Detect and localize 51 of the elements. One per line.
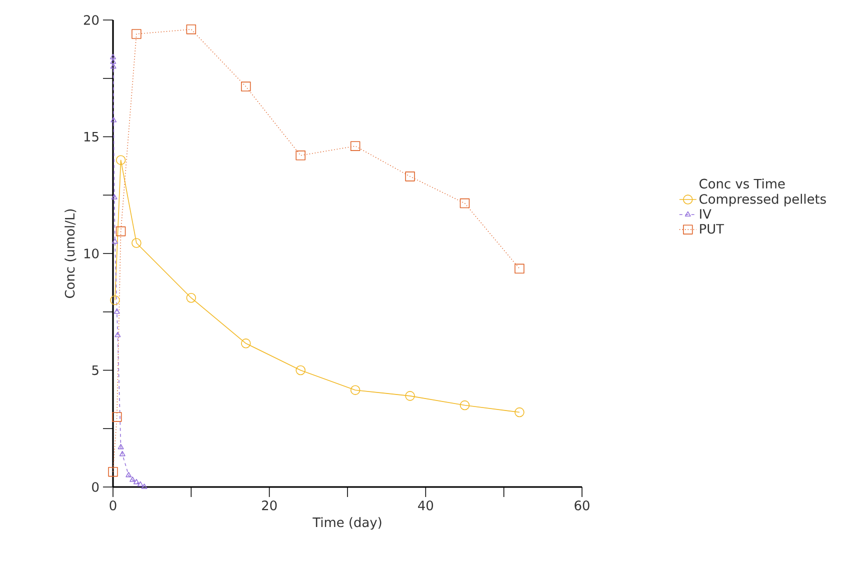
point	[186, 24, 196, 34]
point	[141, 484, 148, 489]
x-axis-title: Time (day)	[312, 517, 382, 530]
y-axis-title: Conc (umol/L)	[64, 209, 76, 298]
point	[514, 264, 524, 274]
x-tick-label: 40	[418, 500, 434, 510]
point	[405, 391, 415, 401]
point	[126, 472, 132, 478]
point	[296, 150, 306, 160]
point	[350, 141, 360, 151]
point	[112, 238, 118, 244]
y-tick-label: 0	[92, 482, 99, 492]
y-tick-label: 20	[84, 15, 99, 25]
point	[110, 63, 116, 69]
point	[405, 172, 415, 182]
point	[130, 476, 136, 482]
point	[132, 29, 142, 39]
point	[133, 478, 140, 484]
point	[116, 155, 126, 165]
x-tick-label: 60	[574, 500, 590, 510]
point	[119, 450, 126, 456]
y-tick-label: 5	[92, 365, 98, 376]
point	[110, 54, 116, 60]
x-tick-label: 20	[262, 500, 277, 510]
point	[114, 332, 121, 338]
point	[112, 412, 122, 422]
y-tick-label: 15	[84, 132, 98, 142]
point	[460, 198, 470, 208]
point	[110, 58, 116, 64]
point	[108, 466, 118, 477]
y-tick-label: 10	[84, 248, 99, 258]
point	[241, 82, 251, 92]
point	[114, 308, 120, 314]
point	[241, 338, 251, 348]
point	[296, 365, 306, 376]
legend-label: PUT	[700, 224, 724, 234]
point	[350, 385, 360, 395]
legend-label: IV	[700, 209, 712, 219]
point	[118, 444, 124, 450]
point	[460, 400, 470, 410]
legend-title: Conc vs Time	[700, 178, 785, 189]
point	[110, 117, 117, 122]
legend-label: Compressed pellets	[700, 194, 826, 206]
point	[132, 238, 142, 248]
point	[186, 292, 196, 303]
point	[110, 295, 120, 306]
point	[116, 226, 126, 236]
point	[514, 407, 524, 418]
point	[111, 194, 118, 200]
x-tick-label: 0	[110, 500, 116, 510]
point	[137, 481, 144, 487]
